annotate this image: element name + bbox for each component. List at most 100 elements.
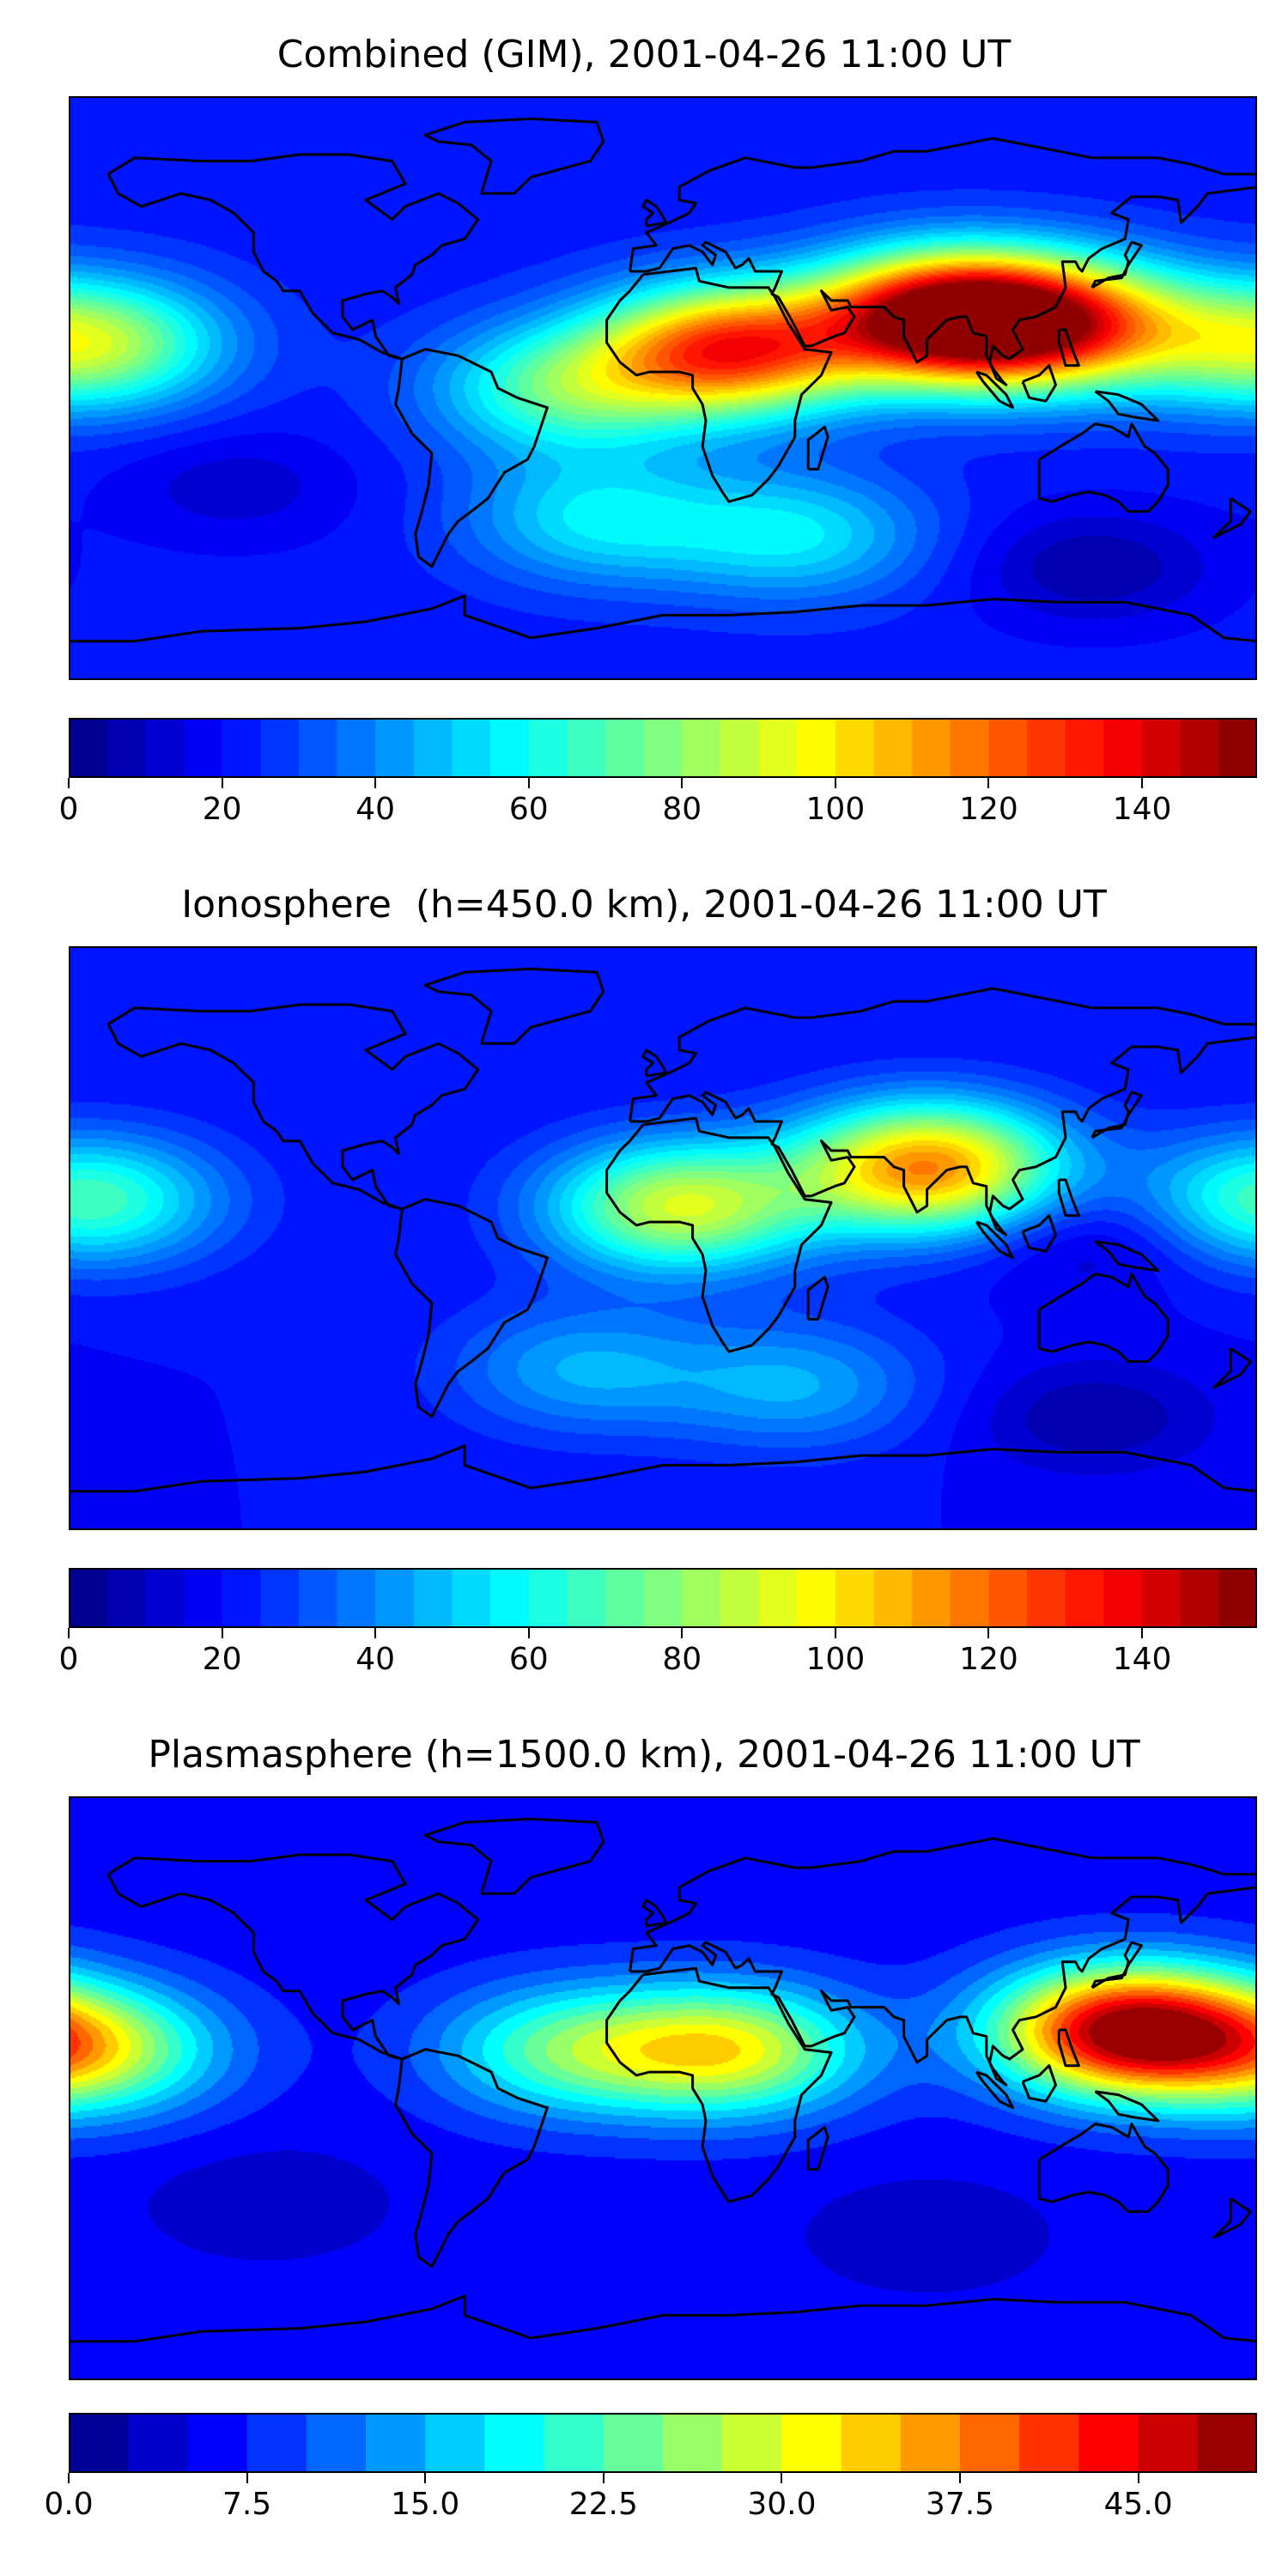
colorbar-bin [366,2413,426,2473]
colorbar-bin [145,1568,185,1628]
colorbar-tick [246,2473,248,2483]
colorbar-bin [187,2413,248,2473]
colorbar-bin [452,718,491,778]
colorbar-tick-label: 60 [508,792,549,827]
colorbar-bin [1103,1568,1143,1628]
colorbar-bin [69,718,108,778]
colorbar-combined: 0 20 40 60 80 100 120 140 [59,718,1257,827]
colorbar-bin [797,1568,836,1628]
colorbar-bin [222,1568,261,1628]
heatmap-plasmasphere [69,1796,1257,2380]
colorbar-tick-label: 22.5 [568,2487,638,2522]
colorbar-tick [374,1628,377,1638]
colorbar-bin [1218,718,1257,778]
colorbar-tick [68,1628,70,1638]
colorbar-tick-label: 100 [805,792,866,827]
coastline [1037,2123,1170,2214]
colorbar-bins [69,1568,1257,1628]
colorbar-bin [567,1568,606,1628]
colorbar-bin [1019,2413,1079,2473]
colorbar-bin [1197,2413,1257,2473]
coastline [1091,1941,1143,1990]
colorbar-bin [1027,718,1066,778]
colorbar-bin [950,1568,990,1628]
colorbar-tick [527,1628,530,1638]
colorbar-tick [221,778,223,788]
coastline [975,370,1014,410]
colorbar-bin [298,1568,338,1628]
coastline [1021,364,1057,403]
coastline [1212,1347,1252,1389]
coastline [806,2125,829,2171]
coastline [975,1220,1014,1260]
colorbar-bin [413,1568,453,1628]
colorbar-bin [567,718,606,778]
colorbar-tick-label: 140 [1112,792,1172,827]
coastline [806,1275,829,1321]
colorbar-tick-label: 45.0 [1103,2487,1173,2522]
coastline [1057,2028,1080,2068]
colorbar-bin [758,1568,798,1628]
colorbar-tick [1137,2473,1139,2483]
colorbar-bin [413,718,453,778]
colorbar-bin [605,1568,645,1628]
coastline [1021,2064,1057,2103]
colorbar-bin [900,2413,961,2473]
colorbar-tick [1141,1628,1144,1638]
colorbar-bin [183,718,223,778]
colorbar-tick-label: 37.5 [925,2487,995,2522]
colorbar-frame [69,2413,1257,2473]
colorbar-tick [221,1628,223,1638]
colorbar-tick [424,2473,427,2483]
colorbar-bin [69,2413,129,2473]
colorbar-tick-label: 40 [355,792,396,827]
map-frame [69,946,1257,1530]
colorbar-bin [298,718,338,778]
coastline [629,1837,1257,2087]
coastline [605,266,833,503]
colorbar-ionosphere: 0 20 40 60 80 100 120 140 [59,1568,1257,1677]
coastlines-plasmasphere [69,1817,1257,2343]
colorbar-bin [643,718,683,778]
colorbar-bin [1103,718,1143,778]
colorbar-frame [69,718,1257,778]
colorbar-bin [544,2413,605,2473]
colorbar-bin [425,2413,485,2473]
colorbar-tick [527,778,530,788]
coastline [69,1444,1257,1493]
colorbar-bin [106,718,146,778]
coastline [1091,240,1143,289]
colorbar-bin [722,2413,782,2473]
coastline [1212,2197,1252,2239]
coastline [629,987,1257,1236]
colorbar-tick-label: 20 [202,1642,242,1677]
colorbar-bin [128,2413,188,2473]
colorbar-frame [69,1568,1257,1628]
colorbar-tick [834,778,836,788]
colorbar-bin [1138,2413,1199,2473]
map-ionosphere [69,946,1257,1530]
colorbar-bin [246,2413,307,2473]
colorbar-tick-label: 7.5 [222,2487,272,2522]
colorbar-tick [602,2473,605,2483]
colorbar-tick-label: 0.0 [44,2487,94,2522]
colorbar-bin [912,1568,951,1628]
colorbar-tick [781,2473,783,2483]
colorbar-bin [643,1568,683,1628]
panel-title-plasmasphere: Plasmasphere (h=1500.0 km), 2001-04-26 1… [148,1733,1140,1777]
colorbar-tick-label: 120 [959,1642,1018,1677]
colorbar-tick [681,1628,683,1638]
coastline [806,425,829,471]
colorbar-tick-label: 140 [1112,1642,1172,1677]
colorbar-tick [987,778,990,788]
coastline [605,1116,833,1353]
colorbar-bin [797,718,836,778]
colorbar-bin [452,1568,491,1628]
coastline [1057,328,1080,368]
colorbar-bin [1078,2413,1139,2473]
colorbar-bin [260,1568,300,1628]
colorbar-bin [988,1568,1028,1628]
colorbar-bin [950,718,990,778]
coastline [423,1817,605,1895]
